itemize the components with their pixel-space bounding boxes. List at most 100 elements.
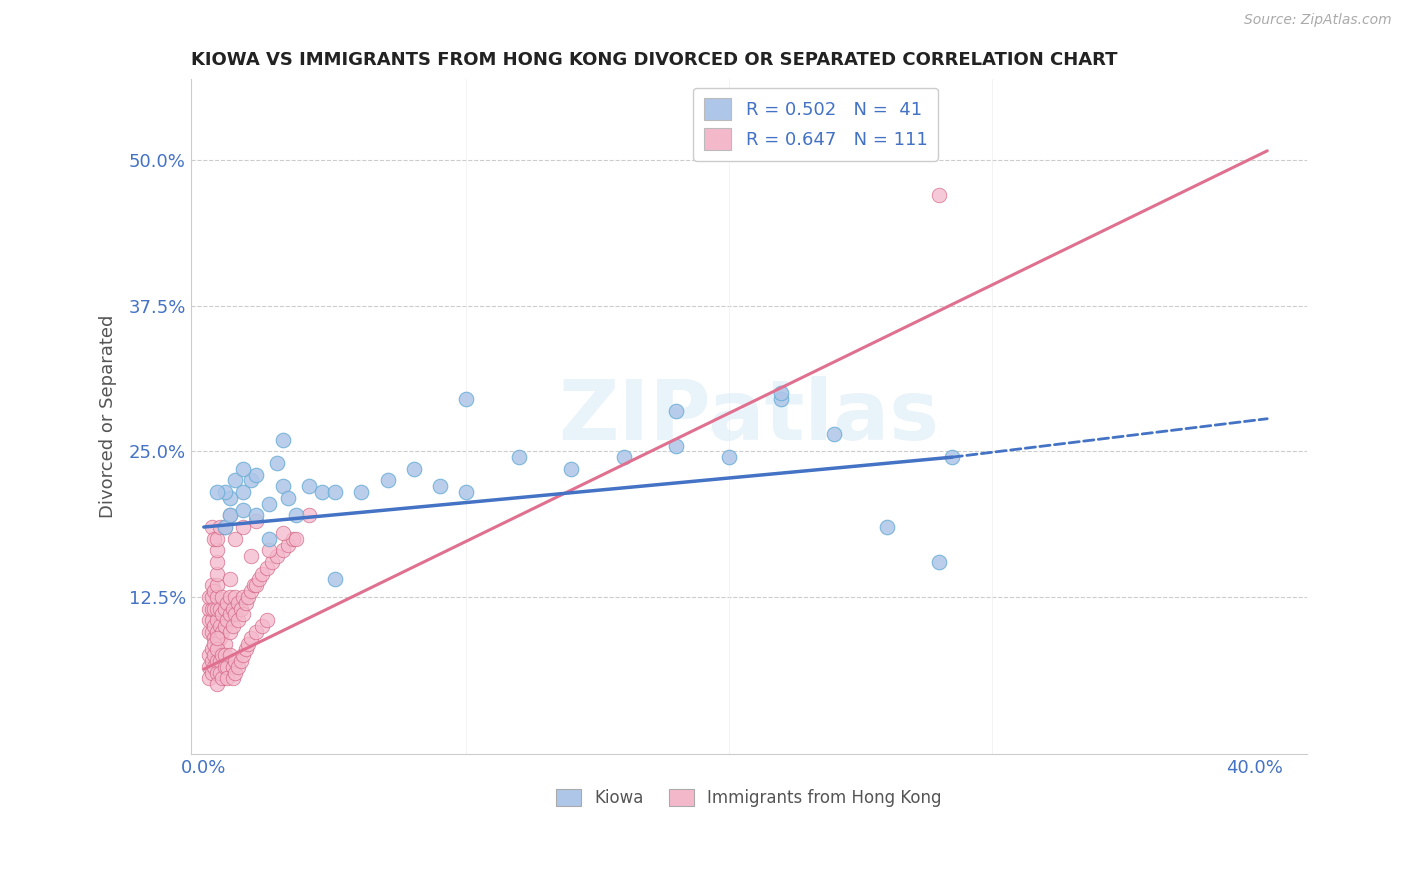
Point — [238, 636, 260, 650]
Point — [205, 677, 228, 691]
Point — [214, 636, 236, 650]
Point — [202, 601, 225, 615]
Point — [284, 532, 307, 546]
Point — [928, 188, 950, 202]
Text: ZIPatlas: ZIPatlas — [558, 376, 939, 457]
Point — [222, 672, 245, 686]
Point — [281, 532, 304, 546]
Point — [247, 573, 270, 587]
Point — [770, 386, 793, 401]
Point — [224, 607, 246, 622]
Point — [205, 642, 228, 657]
Point — [205, 613, 228, 627]
Point — [941, 450, 963, 465]
Point — [298, 508, 321, 523]
Point — [217, 660, 239, 674]
Point — [208, 631, 231, 645]
Point — [198, 648, 221, 663]
Point — [222, 660, 245, 674]
Point — [219, 648, 242, 663]
Point — [245, 514, 267, 528]
Point — [229, 601, 252, 615]
Point — [198, 672, 221, 686]
Y-axis label: Divorced or Separated: Divorced or Separated — [100, 315, 117, 518]
Point — [259, 543, 281, 558]
Point — [232, 520, 254, 534]
Point — [560, 462, 582, 476]
Point — [224, 654, 246, 668]
Point — [242, 578, 264, 592]
Point — [201, 601, 224, 615]
Point — [266, 456, 288, 470]
Point — [201, 624, 224, 639]
Point — [770, 392, 793, 406]
Point — [205, 555, 228, 569]
Point — [217, 596, 239, 610]
Point — [205, 636, 228, 650]
Point — [198, 660, 221, 674]
Point — [205, 654, 228, 668]
Point — [211, 624, 233, 639]
Point — [229, 654, 252, 668]
Point — [219, 508, 242, 523]
Point — [202, 660, 225, 674]
Point — [222, 601, 245, 615]
Point — [256, 613, 278, 627]
Point — [232, 648, 254, 663]
Point — [205, 590, 228, 604]
Point — [201, 520, 224, 534]
Point — [377, 474, 399, 488]
Point — [219, 508, 242, 523]
Point — [232, 502, 254, 516]
Point — [205, 566, 228, 581]
Point — [211, 590, 233, 604]
Point — [245, 624, 267, 639]
Point — [226, 613, 249, 627]
Point — [245, 467, 267, 482]
Point — [202, 584, 225, 599]
Point — [232, 607, 254, 622]
Point — [219, 590, 242, 604]
Point — [208, 601, 231, 615]
Point — [240, 549, 263, 564]
Point — [240, 631, 263, 645]
Point — [214, 660, 236, 674]
Point — [214, 520, 236, 534]
Point — [245, 578, 267, 592]
Point — [271, 479, 294, 493]
Point — [238, 590, 260, 604]
Point — [823, 426, 845, 441]
Point — [201, 578, 224, 592]
Point — [208, 520, 231, 534]
Point — [201, 590, 224, 604]
Point — [245, 508, 267, 523]
Point — [211, 648, 233, 663]
Point — [240, 584, 263, 599]
Point — [311, 485, 333, 500]
Point — [876, 520, 898, 534]
Point — [256, 561, 278, 575]
Text: Source: ZipAtlas.com: Source: ZipAtlas.com — [1244, 13, 1392, 28]
Point — [508, 450, 530, 465]
Point — [201, 642, 224, 657]
Point — [217, 672, 239, 686]
Point — [205, 624, 228, 639]
Point — [232, 462, 254, 476]
Point — [277, 491, 299, 505]
Point — [224, 532, 246, 546]
Point — [266, 549, 288, 564]
Point — [226, 596, 249, 610]
Point — [232, 590, 254, 604]
Point — [205, 485, 228, 500]
Point — [259, 532, 281, 546]
Point — [219, 624, 242, 639]
Text: KIOWA VS IMMIGRANTS FROM HONG KONG DIVORCED OR SEPARATED CORRELATION CHART: KIOWA VS IMMIGRANTS FROM HONG KONG DIVOR… — [191, 51, 1118, 69]
Point — [259, 497, 281, 511]
Point — [201, 665, 224, 680]
Point — [429, 479, 451, 493]
Point — [665, 403, 688, 417]
Point — [208, 665, 231, 680]
Point — [205, 631, 228, 645]
Point — [202, 631, 225, 645]
Point — [219, 491, 242, 505]
